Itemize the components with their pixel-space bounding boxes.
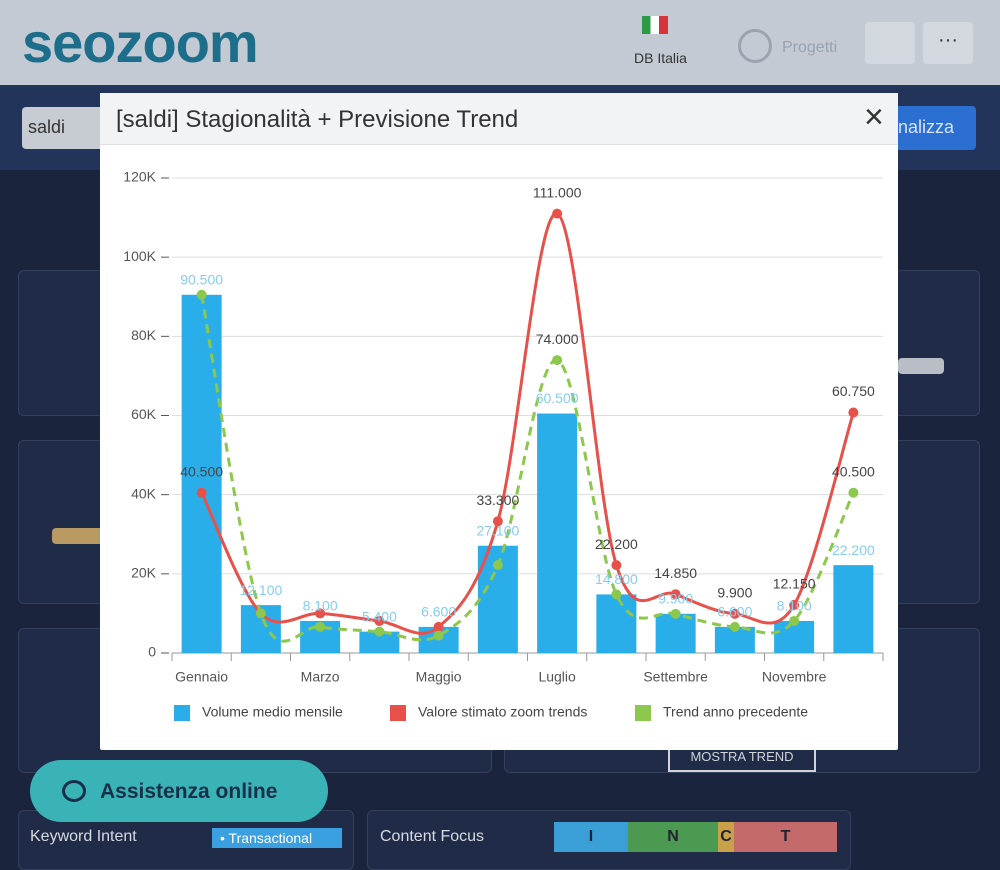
data-label: 40.500: [832, 463, 875, 479]
point: [729, 621, 740, 632]
data-label: 33.300: [476, 492, 519, 508]
point: [848, 487, 859, 498]
bar: [596, 594, 637, 653]
focus-tab[interactable]: T: [734, 822, 837, 852]
line: [200, 212, 855, 635]
focus-tab[interactable]: I: [554, 822, 628, 852]
top-bar: seozoom DB Italia Progetti ···: [0, 0, 1000, 85]
flag-icon: [642, 16, 668, 34]
point: [848, 407, 859, 418]
intent-badge: • Transactional: [212, 828, 342, 848]
data-label: 14.850: [654, 565, 697, 581]
data-label: 12.150: [773, 576, 816, 592]
x-tick-label: Gennaio: [175, 669, 228, 685]
bar: [774, 620, 815, 653]
focus-tab[interactable]: C: [718, 822, 734, 852]
point: [670, 589, 681, 600]
point: [315, 621, 326, 632]
legend-swatch[interactable]: [390, 705, 406, 721]
legend-label[interactable]: Volume medio mensile: [202, 704, 343, 720]
chat-icon: [62, 780, 86, 802]
y-tick-label: 60K: [131, 406, 157, 422]
point: [433, 630, 444, 641]
data-label: 6.600: [717, 604, 752, 620]
point: [374, 626, 385, 637]
data-label: 40.500: [180, 463, 223, 479]
legend-label[interactable]: Valore stimato zoom trends: [418, 704, 587, 720]
x-tick-label: Maggio: [416, 669, 462, 685]
point: [315, 608, 326, 619]
bar: [359, 631, 400, 653]
close-button[interactable]: ×: [864, 98, 884, 136]
point: [789, 599, 800, 610]
data-label: 8.100: [777, 598, 812, 614]
data-label: 12.100: [239, 582, 282, 598]
data-label: 22.200: [832, 542, 875, 558]
bar: [655, 613, 696, 653]
data-label: 14.800: [595, 571, 638, 587]
y-tick-label: 40K: [131, 485, 157, 501]
point: [670, 608, 681, 619]
data-label: 74.000: [536, 331, 579, 347]
x-tick-label: Novembre: [762, 669, 827, 685]
bar: [181, 294, 222, 653]
data-label: 9.900: [658, 591, 693, 607]
legend-swatch[interactable]: [635, 705, 651, 721]
modal-title: [saldi] Stagionalità + Previsione Trend: [116, 106, 519, 133]
data-label: 8.100: [303, 598, 338, 614]
x-tick-label: Settembre: [643, 669, 708, 685]
db-label[interactable]: DB Italia: [634, 50, 687, 66]
globe-icon: [738, 29, 772, 63]
point: [492, 516, 503, 527]
point: [611, 560, 622, 571]
intent-label: Keyword Intent: [30, 828, 137, 845]
point: [433, 621, 444, 632]
modal: [saldi] Stagionalità + Previsione Trend …: [100, 93, 898, 750]
bar-indicator: [898, 358, 944, 374]
y-tick-label: 100K: [123, 248, 156, 264]
modal-header: [saldi] Stagionalità + Previsione Trend …: [100, 93, 898, 145]
point: [492, 560, 503, 571]
point: [552, 208, 563, 219]
chart: 0 20K 40K 60K 80K 100K 120K Gennaio Marzo Maggio L…: [123, 169, 884, 721]
y-tick-label: 20K: [131, 565, 157, 581]
point: [729, 608, 740, 619]
point: [552, 355, 563, 366]
data-label: 9.900: [717, 585, 752, 601]
point: [255, 608, 266, 619]
point: [789, 615, 800, 626]
bar: [537, 413, 578, 653]
point: [374, 615, 385, 626]
data-label: 5.400: [362, 608, 397, 624]
data-label: 60.750: [832, 383, 875, 399]
data-label: 22.200: [595, 536, 638, 552]
bar: [833, 565, 874, 653]
data-label: 6.600: [421, 604, 456, 620]
more-button[interactable]: ···: [923, 22, 973, 64]
focus-label: Content Focus: [380, 828, 485, 845]
data-label: 111.000: [533, 184, 582, 200]
data-label: 27.100: [476, 522, 519, 538]
bar-indicator: [52, 528, 112, 544]
point: [196, 487, 207, 498]
y-tick-label: 120K: [123, 169, 156, 185]
logo[interactable]: seozoom: [22, 11, 259, 74]
legend-swatch[interactable]: [174, 705, 190, 721]
data-label: 60.500: [536, 390, 579, 406]
menu-button[interactable]: [865, 22, 915, 64]
legend-label[interactable]: Trend anno precedente: [663, 704, 808, 720]
y-tick-label: 0: [148, 644, 156, 660]
projects-link[interactable]: Progetti: [782, 39, 838, 56]
focus-tab[interactable]: N: [628, 822, 718, 852]
data-label: 90.500: [180, 271, 223, 287]
x-tick-label: Marzo: [301, 669, 340, 685]
y-tick-label: 80K: [131, 327, 157, 343]
point: [196, 289, 207, 300]
x-tick-label: Luglio: [538, 669, 576, 685]
point: [611, 589, 622, 600]
